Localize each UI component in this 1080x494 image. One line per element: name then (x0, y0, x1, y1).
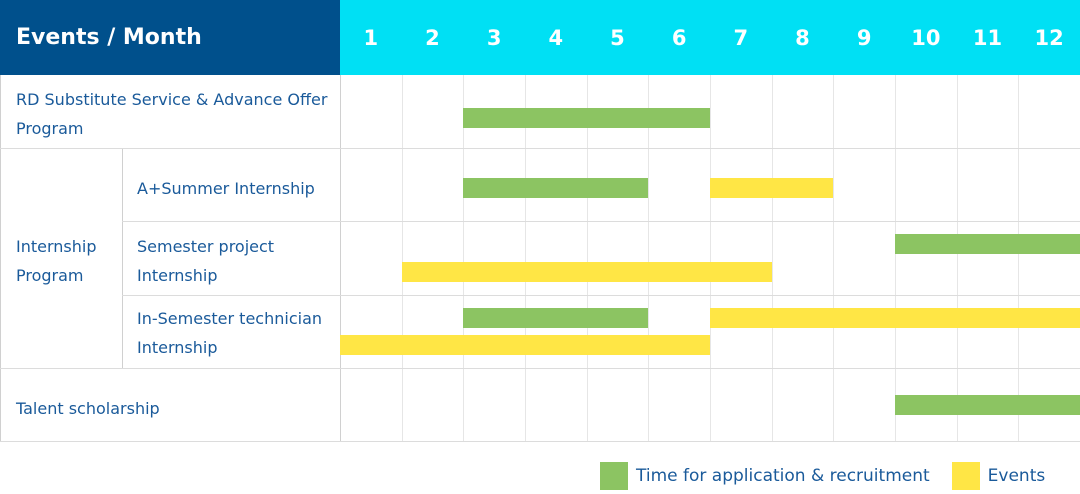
bar-application (463, 178, 649, 198)
month-tick-label: 4 (548, 25, 564, 50)
month-tick-label: 7 (733, 25, 749, 50)
month-header (340, 0, 1080, 75)
group-label-talent: Talent scholarship (16, 398, 160, 418)
grid-vline (895, 75, 896, 442)
month-tick-label: 8 (795, 25, 810, 50)
row-label-summer: A+Summer Internship (137, 178, 315, 198)
bar-events (710, 178, 834, 198)
bar-application (463, 108, 710, 128)
grid-vline (401, 75, 403, 442)
grid-vline (340, 75, 341, 442)
grid-hline (0, 148, 1080, 149)
grid-vline (710, 75, 711, 442)
bar-events (710, 308, 1080, 328)
bar-application (463, 308, 649, 328)
group-label-internship: Internship Program (16, 237, 97, 285)
grid-vline (1018, 75, 1020, 442)
legend-label-events: Events (987, 466, 1046, 486)
row-label-semester: Semester project Internship (137, 237, 275, 285)
grid-vline (771, 75, 773, 442)
grid-vline (833, 75, 835, 442)
grid-hline (0, 441, 1080, 442)
month-tick-label: 11 (972, 25, 1003, 50)
grid-hline (122, 221, 1080, 222)
legend-label-application: Time for application & recruitment (636, 466, 930, 486)
row-label-insemester: In-Semester technician Internship (137, 309, 323, 357)
month-tick-label: 9 (856, 25, 872, 50)
grid-vline (463, 75, 465, 442)
month-tick-label: 12 (1034, 25, 1064, 50)
month-tick-label: 6 (671, 25, 687, 50)
month-tick-label: 1 (363, 25, 379, 50)
bar-events (401, 262, 772, 282)
border-left (0, 75, 1, 442)
legend-swatch-events (951, 462, 980, 490)
bar-application (895, 234, 1080, 254)
legend: Time for application & recruitment Event… (600, 462, 1045, 490)
grid-vline (648, 75, 650, 442)
month-tick-label: 2 (425, 25, 440, 50)
month-tick-label: 5 (610, 25, 625, 50)
grid-vline (956, 75, 958, 442)
grid-hline (122, 295, 1080, 296)
month-tick-label: 10 (911, 25, 941, 50)
group-label-rd: RD Substitute Service & Advance Offer Pr… (16, 90, 328, 138)
grid-vline (586, 75, 588, 442)
header-title: Events / Month (0, 0, 340, 75)
month-tick-label: 3 (486, 25, 502, 50)
bar-application (895, 395, 1080, 415)
grid-hline (0, 368, 1080, 369)
bar-events (340, 335, 710, 355)
group-divider (122, 148, 123, 368)
grid-vline (525, 75, 526, 442)
legend-swatch-application (600, 462, 628, 490)
